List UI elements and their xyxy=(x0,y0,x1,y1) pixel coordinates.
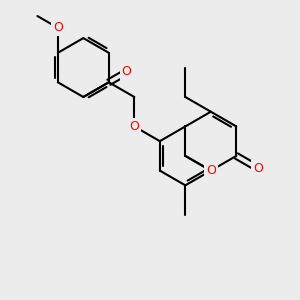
Text: O: O xyxy=(129,120,139,133)
Text: O: O xyxy=(253,162,263,175)
Text: O: O xyxy=(122,65,132,79)
Text: O: O xyxy=(53,21,63,34)
Text: O: O xyxy=(206,164,216,177)
